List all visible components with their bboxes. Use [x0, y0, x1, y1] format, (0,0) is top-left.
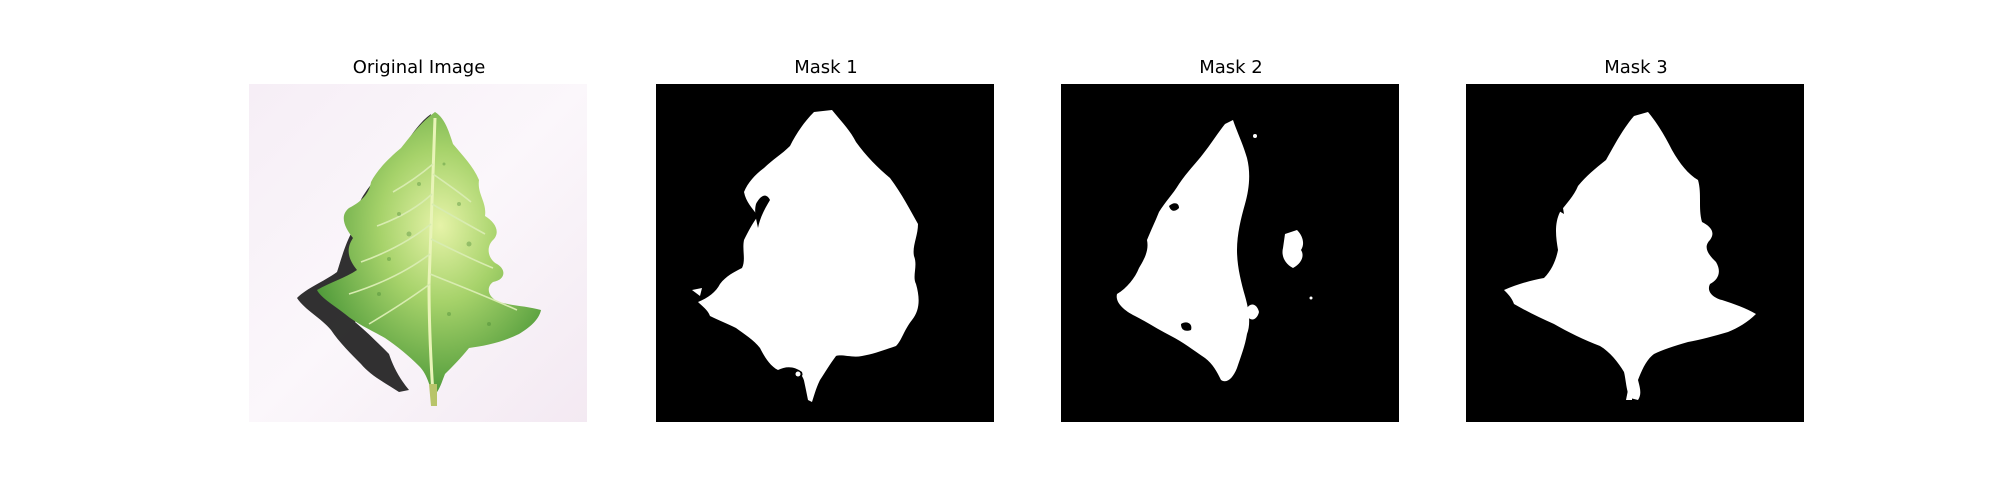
- mask-1-shape: [692, 110, 919, 402]
- mask-hole: [1554, 202, 1564, 214]
- panel-original-image: Original Image: [249, 0, 589, 500]
- mask-hole: [1181, 322, 1192, 331]
- mask-speck: [802, 371, 810, 384]
- mask-fragment: [692, 288, 702, 296]
- leaf-veins: [348, 163, 518, 325]
- panel-mask-2: Mask 2: [1061, 0, 1401, 500]
- panel-title: Mask 2: [1199, 57, 1263, 78]
- panel-title: Mask 3: [1604, 57, 1668, 78]
- panel-title: Mask 1: [794, 57, 858, 78]
- mask-speck: [1253, 134, 1257, 138]
- mask-region: [1504, 112, 1756, 400]
- panel-mask-1: Mask 1: [656, 0, 996, 500]
- panel-mask-3: Mask 3: [1466, 0, 1806, 500]
- mask-hole: [755, 195, 770, 228]
- mask-speck: [795, 371, 801, 377]
- mask-region: [698, 110, 919, 402]
- mask-image: [1061, 84, 1399, 422]
- leaf-texture: [377, 162, 491, 326]
- panel-title: Original Image: [352, 57, 486, 78]
- mask-3-shape: [1504, 112, 1756, 400]
- original-image: [249, 84, 587, 422]
- mask-image: [1466, 84, 1804, 422]
- mask-speck: [1309, 296, 1313, 300]
- leaf-icon: [249, 84, 587, 422]
- mask-2-shape: [1116, 120, 1313, 382]
- leaf-petiole: [429, 384, 437, 406]
- mask-image: [656, 84, 994, 422]
- mask-hole: [1169, 203, 1179, 211]
- mask-speck: [1626, 390, 1632, 400]
- mask-region: [1116, 120, 1250, 382]
- mask-fragment: [1247, 304, 1259, 320]
- mask-fragment: [1282, 230, 1304, 268]
